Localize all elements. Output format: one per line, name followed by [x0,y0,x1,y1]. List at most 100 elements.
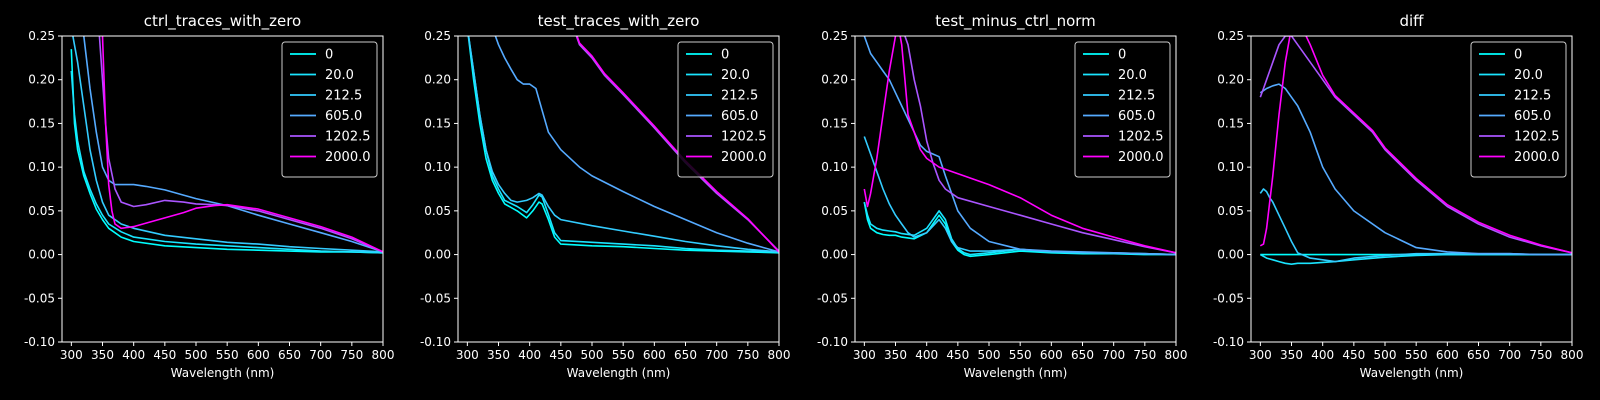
x-tick-label: 300 [853,348,876,362]
y-tick-label: 0.15 [1217,116,1244,130]
x-tick-label: 800 [768,348,791,362]
chart-title: test_traces_with_zero [538,12,700,31]
y-tick-label: 0.05 [821,204,848,218]
x-tick-label: 350 [487,348,510,362]
series-line-4 [904,36,1176,254]
legend: 0 20.0 212.5 605.0 1202.5 2000.0 [281,41,378,178]
legend-box [1074,41,1171,178]
x-tick-label: 550 [1009,348,1032,362]
legend-label-0: 0 [325,48,333,63]
y-tick-label: 0.05 [1217,204,1244,218]
y-tick-label: 0.20 [424,73,451,87]
y-tick-label: -0.05 [420,291,451,305]
legend-label-2: 212.5 [1514,89,1551,104]
x-tick-label: 400 [915,348,938,362]
x-tick-label: 550 [216,348,239,362]
legend-label-1: 20.0 [325,68,354,83]
x-tick-label: 500 [1374,348,1397,362]
axes-frame [854,35,1177,343]
y-tick-label: 0.00 [1217,248,1244,262]
x-tick-label: 500 [581,348,604,362]
axes-frame [457,35,780,343]
legend-label-0: 0 [1118,48,1126,63]
x-tick-label: 650 [674,348,697,362]
y-tick-label: 0.00 [28,248,55,262]
y-tick-label: 0.00 [821,248,848,262]
x-tick-label: 600 [1040,348,1063,362]
y-tick-label: 0.10 [28,160,55,174]
legend-box [677,41,774,178]
x-axis-label: Wavelength (nm) [1360,366,1464,380]
series-group [1259,36,1572,265]
y-tick-label: 0.20 [28,73,55,87]
y-tick-label: 0.20 [821,73,848,87]
legend-label-1: 20.0 [1118,68,1147,83]
series-line-0 [863,201,1176,258]
series-group [467,36,779,254]
y-tick-label: 0.25 [821,29,848,43]
legend-label-5: 2000.0 [325,150,371,165]
x-tick-label: 350 [91,348,114,362]
legend-label-4: 1202.5 [325,130,371,145]
x-tick-label: 500 [185,348,208,362]
y-tick-label: 0.25 [424,29,451,43]
legend-label-0: 0 [1514,48,1522,63]
chart-panel-2: 300 350 400 450 500 550 600 650 700 750 800 -0.10 -0… [817,12,1188,380]
x-tick-label: 650 [278,348,301,362]
x-tick-label: 750 [1133,348,1156,362]
series-line-3 [83,36,383,253]
x-tick-label: 750 [340,348,363,362]
x-tick-label: 800 [1165,348,1188,362]
y-tick-label: 0.05 [28,204,55,218]
x-tick-label: 750 [736,348,759,362]
x-tick-label: 750 [1529,348,1552,362]
y-tick-label: 0.15 [821,116,848,130]
series-group [863,36,1176,258]
axes-frame [61,35,384,343]
x-tick-label: 550 [612,348,635,362]
legend-label-3: 605.0 [325,109,362,124]
y-tick-label: 0.25 [1217,29,1244,43]
series-line-5 [863,36,1176,254]
x-tick-label: 300 [456,348,479,362]
x-tick-label: 600 [1436,348,1459,362]
y-tick-label: -0.10 [817,335,848,349]
series-line-4 [575,36,779,252]
chart-title: diff [1399,12,1424,30]
x-tick-label: 800 [1561,348,1584,362]
y-tick-label: -0.10 [420,335,451,349]
x-tick-label: 600 [247,348,270,362]
legend-label-1: 20.0 [721,68,750,83]
x-tick-label: 400 [122,348,145,362]
x-tick-label: 300 [60,348,83,362]
series-line-4 [98,36,383,253]
legend-label-3: 605.0 [721,109,758,124]
x-tick-label: 450 [549,348,572,362]
series-line-3 [494,36,779,253]
legend-label-3: 605.0 [1118,109,1155,124]
series-line-2 [467,36,779,253]
legend: 0 20.0 212.5 605.0 1202.5 2000.0 [1074,41,1171,178]
y-tick-label: -0.10 [1213,335,1244,349]
x-tick-label: 700 [309,348,332,362]
legend: 0 20.0 212.5 605.0 1202.5 2000.0 [1470,41,1567,178]
x-tick-label: 300 [1249,348,1272,362]
y-tick-label: 0.10 [1217,160,1244,174]
series-line-1 [70,70,383,254]
series-group [70,36,383,254]
chart-title: ctrl_traces_with_zero [144,12,301,31]
y-tick-label: -0.05 [1213,291,1244,305]
series-line-5 [101,36,383,253]
y-tick-label: -0.05 [817,291,848,305]
legend-box [281,41,378,178]
x-tick-label: 550 [1405,348,1428,362]
y-tick-label: 0.10 [424,160,451,174]
x-tick-label: 600 [643,348,666,362]
series-line-1 [1259,253,1572,265]
legend-box [1470,41,1567,178]
series-line-4 [1259,36,1572,254]
legend-label-2: 212.5 [325,89,362,104]
x-tick-label: 700 [705,348,728,362]
y-tick-label: 0.15 [424,116,451,130]
